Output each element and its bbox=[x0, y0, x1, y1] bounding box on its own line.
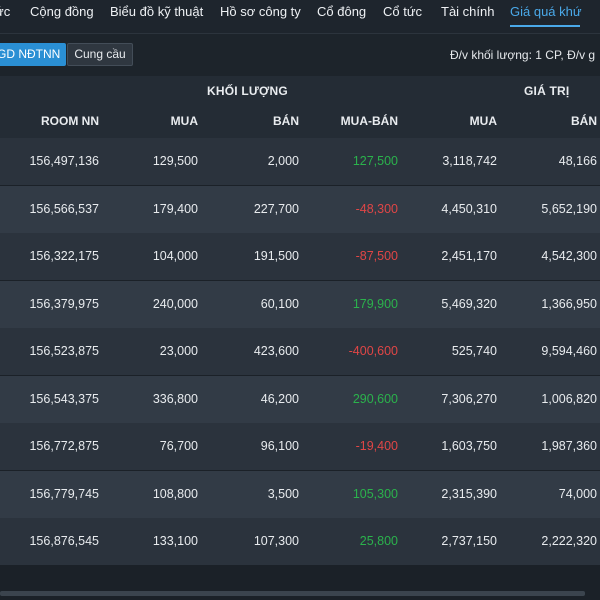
cell-room-nn: 156,523,875 bbox=[29, 344, 99, 358]
cell-room-nn: 156,497,136 bbox=[29, 154, 99, 168]
cell-sell-volume: 107,300 bbox=[253, 534, 299, 548]
nav-item-ho-so-cong-ty[interactable]: Hồ sơ công ty bbox=[220, 4, 301, 19]
cell-net-volume: 105,300 bbox=[352, 486, 398, 501]
tab-cung-cau[interactable]: Cung cầu bbox=[67, 43, 133, 66]
cell-buy-value: 2,737,150 bbox=[441, 534, 497, 548]
cell-buy-volume: 23,000 bbox=[159, 344, 198, 358]
cell-buy-value: 4,450,310 bbox=[441, 201, 497, 216]
cell-sell-value: 5,652,190 bbox=[541, 201, 597, 216]
cell-net-volume: -19,400 bbox=[355, 439, 398, 453]
cell-sell-volume: 96,100 bbox=[260, 439, 299, 453]
cell-room-nn: 156,876,545 bbox=[29, 534, 99, 548]
table-row: 156,523,875 23,000 423,600 -400,600 525,740 9… bbox=[0, 328, 600, 375]
cell-room-nn: 156,566,537 bbox=[29, 201, 99, 216]
cell-buy-value: 1,603,750 bbox=[441, 439, 497, 453]
cell-room-nn: 156,772,875 bbox=[29, 439, 99, 453]
cell-buy-value: 3,118,742 bbox=[442, 154, 497, 168]
cell-buy-value: 2,315,390 bbox=[441, 486, 497, 501]
horizontal-scrollbar-thumb[interactable] bbox=[0, 591, 585, 596]
cell-sell-value: 4,542,300 bbox=[541, 249, 597, 263]
cell-sell-volume: 3,500 bbox=[267, 486, 299, 501]
group-header-value: GIÁ TRỊ bbox=[524, 84, 570, 98]
sub-toolbar: GD NĐTNN Cung cầu Đ/v khối lượng: 1 CP, … bbox=[0, 34, 600, 76]
table-row: 156,566,537 179,400 227,700 -48,300 4,450,31… bbox=[0, 185, 600, 233]
table-row: 156,322,175 104,000 191,500 -87,500 2,451,17… bbox=[0, 233, 600, 280]
cell-sell-volume: 227,700 bbox=[253, 201, 299, 216]
cell-buy-volume: 129,500 bbox=[152, 154, 198, 168]
table-row: 156,779,745 108,800 3,500 105,300 2,315,390 7… bbox=[0, 470, 600, 518]
cell-net-volume: 25,800 bbox=[359, 534, 398, 548]
nav-item-co-dong[interactable]: Cổ đông bbox=[317, 4, 367, 19]
cell-buy-volume: 76,700 bbox=[159, 439, 198, 453]
table-row: 156,876,545 133,100 107,300 25,800 2,737,150… bbox=[0, 518, 600, 565]
column-header-net-volume: MUA-BÁN bbox=[340, 114, 398, 128]
cell-net-volume: 127,500 bbox=[352, 154, 398, 168]
nav-item-co-tuc-partial[interactable]: ức bbox=[0, 4, 11, 19]
table-row: 156,497,136 129,500 2,000 127,500 3,118,742 4… bbox=[0, 138, 600, 185]
cell-buy-value: 7,306,270 bbox=[441, 391, 497, 406]
cell-net-volume: 290,600 bbox=[352, 391, 398, 406]
cell-buy-volume: 104,000 bbox=[152, 249, 198, 263]
column-header-buy-volume: MUA bbox=[170, 114, 198, 128]
cell-buy-value: 525,740 bbox=[451, 344, 497, 358]
cell-sell-volume: 60,100 bbox=[260, 296, 299, 311]
unit-note: Đ/v khối lượng: 1 CP, Đ/v g bbox=[450, 48, 596, 62]
cell-net-volume: -48,300 bbox=[355, 201, 398, 216]
cell-sell-volume: 191,500 bbox=[253, 249, 299, 263]
cell-room-nn: 156,322,175 bbox=[29, 249, 99, 263]
cell-net-volume: -400,600 bbox=[348, 344, 398, 358]
tab-gd-ndtnn[interactable]: GD NĐTNN bbox=[0, 43, 66, 66]
cell-buy-volume: 336,800 bbox=[152, 391, 198, 406]
group-header-volume: KHỐI LƯỢNG bbox=[207, 84, 288, 98]
horizontal-scrollbar[interactable] bbox=[0, 586, 600, 600]
cell-buy-value: 2,451,170 bbox=[441, 249, 497, 263]
cell-sell-volume: 423,600 bbox=[253, 344, 299, 358]
foreign-trading-table: KHỐI LƯỢNG GIÁ TRỊ ROOM NN MUA BÁN MUA-B… bbox=[0, 76, 600, 586]
cell-buy-volume: 240,000 bbox=[152, 296, 198, 311]
cell-sell-value: 1,366,950 bbox=[541, 296, 597, 311]
cell-sell-value: 1,987,360 bbox=[541, 439, 597, 453]
cell-room-nn: 156,779,745 bbox=[29, 486, 99, 501]
column-header-buy-value: MUA bbox=[469, 114, 497, 128]
table-row: 156,379,975 240,000 60,100 179,900 5,469,320… bbox=[0, 280, 600, 328]
cell-sell-value: 2,222,320 bbox=[541, 534, 597, 548]
nav-item-gia-qua-khu[interactable]: Giá quá khứ bbox=[510, 4, 582, 19]
table-row: 156,772,875 76,700 96,100 -19,400 1,603,750 1… bbox=[0, 423, 600, 470]
cell-net-volume: 179,900 bbox=[352, 296, 398, 311]
cell-buy-volume: 179,400 bbox=[152, 201, 198, 216]
cell-sell-value: 9,594,460 bbox=[541, 344, 597, 358]
active-tab-indicator bbox=[510, 25, 580, 27]
table-header: KHỐI LƯỢNG GIÁ TRỊ ROOM NN MUA BÁN MUA-B… bbox=[0, 76, 600, 138]
cell-sell-volume: 2,000 bbox=[267, 154, 299, 168]
cell-buy-volume: 108,800 bbox=[152, 486, 198, 501]
nav-item-co-tuc[interactable]: Cổ tức bbox=[383, 4, 423, 19]
cell-sell-value: 48,166 bbox=[558, 154, 597, 168]
nav-item-tai-chinh[interactable]: Tài chính bbox=[441, 4, 495, 19]
nav-item-bieu-do-ky-thuat[interactable]: Biểu đồ kỹ thuật bbox=[110, 4, 204, 19]
column-header-room-nn: ROOM NN bbox=[41, 114, 99, 128]
cell-sell-value: 1,006,820 bbox=[541, 391, 597, 406]
cell-sell-value: 74,000 bbox=[558, 486, 597, 501]
column-header-sell-volume: BÁN bbox=[273, 114, 299, 128]
cell-room-nn: 156,379,975 bbox=[29, 296, 99, 311]
cell-buy-value: 5,469,320 bbox=[441, 296, 497, 311]
cell-buy-volume: 133,100 bbox=[152, 534, 198, 548]
cell-net-volume: -87,500 bbox=[355, 249, 398, 263]
nav-item-cong-dong[interactable]: Cộng đồng bbox=[30, 4, 94, 19]
top-navigation: ức Cộng đồng Biểu đồ kỹ thuật Hồ sơ công… bbox=[0, 0, 600, 34]
cell-room-nn: 156,543,375 bbox=[29, 391, 99, 406]
column-header-sell-value: BÁN bbox=[571, 114, 597, 128]
table-row: 156,543,375 336,800 46,200 290,600 7,306,270… bbox=[0, 375, 600, 423]
cell-sell-volume: 46,200 bbox=[260, 391, 299, 406]
